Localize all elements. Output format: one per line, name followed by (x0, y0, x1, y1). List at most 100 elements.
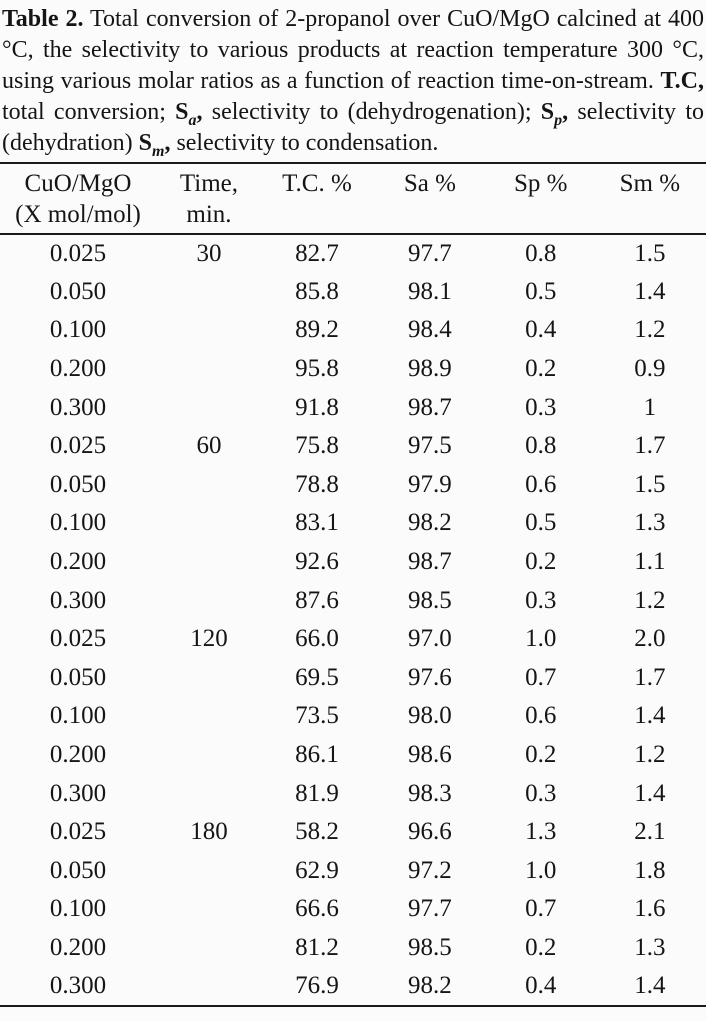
table-cell: 0.050 (49, 470, 107, 498)
table-row: 0.050 78.8 97.9 0.6 1.5 (0, 466, 706, 505)
table-row: 0.025 60 75.8 97.5 0.8 1.7 (0, 427, 706, 466)
table-cell (156, 890, 262, 929)
table-cell: 0.200 (49, 548, 107, 576)
table-cell: 0.3 (525, 586, 557, 614)
table-cell: 81.9 (295, 779, 339, 807)
abbr-sm-base: S (138, 130, 152, 156)
table-cell (156, 852, 262, 891)
table-cell: 0.2 (525, 548, 557, 576)
table-cell: 1.6 (634, 895, 666, 923)
table-cell: 0.200 (49, 933, 107, 961)
table-cell: 0.8 (525, 432, 557, 460)
table-cell: 73.5 (295, 702, 339, 730)
table-cell: 0.200 (49, 741, 107, 769)
table-cell: 98.4 (408, 316, 452, 344)
table-row: 0.100 73.5 98.0 0.6 1.4 (0, 697, 706, 736)
paper-table-figure: Table 2. Total conversion of 2-propanol … (0, 4, 706, 1007)
table-caption: Table 2. Total conversion of 2-propanol … (2, 4, 704, 159)
table-cell: 98.2 (408, 509, 452, 537)
table-cell: 95.8 (295, 355, 339, 383)
table-cell: 86.1 (295, 741, 339, 769)
table-body: 0.025 30 82.7 97.7 0.8 1.5 0.050 85.8 98.1 0.5 1.4… (0, 234, 706, 1006)
table-row: 0.200 95.8 98.9 0.2 0.9 (0, 350, 706, 389)
table-cell: 0.200 (49, 355, 107, 383)
table-cell: 0.300 (49, 586, 107, 614)
table-cell (156, 967, 262, 1006)
table-row: 0.200 81.2 98.5 0.2 1.3 (0, 929, 706, 968)
table-cell: 98.7 (408, 548, 452, 576)
table-cell (156, 736, 262, 775)
table-row: 0.050 62.9 97.2 1.0 1.8 (0, 852, 706, 891)
col-header-time: Time, min. (156, 163, 262, 234)
table-cell: 98.3 (408, 779, 452, 807)
table-cell (156, 466, 262, 505)
table-cell: 2.0 (634, 625, 666, 653)
table-cell: 1.3 (525, 818, 557, 846)
table-cell: 1.1 (634, 548, 666, 576)
caption-tc-desc: total conversion; (2, 99, 176, 125)
table-cell: 1.5 (634, 239, 666, 267)
table-cell: 96.6 (408, 818, 452, 846)
table-cell: 60 (196, 432, 222, 460)
table-cell: 1.2 (634, 316, 666, 344)
table-cell (156, 388, 262, 427)
table-cell: 0.7 (525, 663, 557, 691)
caption-abbr-sm: Sm, (138, 130, 171, 159)
table-cell: 0.2 (525, 355, 557, 383)
col-header-line: CuO/MgO (24, 170, 132, 197)
table-cell: 1.3 (634, 509, 666, 537)
table-cell (156, 581, 262, 620)
table-cell: 30 (196, 239, 222, 267)
table-cell (156, 350, 262, 389)
abbr-sp-subscript: p (554, 111, 563, 129)
table-cell: 0.2 (525, 933, 557, 961)
table-row: 0.300 76.9 98.2 0.4 1.4 (0, 967, 706, 1006)
table-row: 0.300 81.9 98.3 0.3 1.4 (0, 774, 706, 813)
table-cell: 1.4 (634, 702, 666, 730)
caption-sa-desc: selectivity to (dehydrogenation); (202, 99, 541, 125)
table-cell: 1 (643, 393, 657, 421)
table-cell: 66.0 (295, 625, 339, 653)
table-cell (156, 659, 262, 698)
table-cell: 0.100 (49, 702, 107, 730)
table-cell: 0.9 (634, 355, 666, 383)
table-cell: 78.8 (295, 470, 339, 498)
table-cell (156, 929, 262, 968)
abbr-sa-base: S (175, 99, 189, 125)
table-cell: 0.3 (525, 393, 557, 421)
table-cell: 0.050 (49, 856, 107, 884)
col-header-sa: Sa % (372, 163, 488, 234)
table-cell: 0.7 (525, 895, 557, 923)
table-cell: 97.2 (408, 856, 452, 884)
table-cell (156, 273, 262, 312)
table-cell: 0.3 (525, 779, 557, 807)
table-row: 0.200 86.1 98.6 0.2 1.2 (0, 736, 706, 775)
table-cell: 1.0 (525, 625, 557, 653)
table-cell: 1.8 (634, 856, 666, 884)
table-cell: 97.6 (408, 663, 452, 691)
col-header-line: (X mol/mol) (15, 201, 141, 228)
table-cell: 0.4 (525, 972, 557, 1000)
caption-abbr-sp: Sp, (541, 99, 568, 128)
table-cell: 0.5 (525, 277, 557, 305)
table-cell: 1.7 (634, 432, 666, 460)
table-cell: 81.2 (295, 933, 339, 961)
table-cell: 120 (190, 625, 228, 653)
table-cell (156, 311, 262, 350)
table-cell: 0.100 (49, 509, 107, 537)
col-header-line: Sm % (619, 170, 681, 197)
table-cell: 98.1 (408, 277, 452, 305)
table-cell: 1.7 (634, 663, 666, 691)
col-header-ratio: CuO/MgO (X mol/mol) (0, 163, 156, 234)
col-header-line: Sa % (403, 170, 456, 197)
col-header-line: Time, (179, 170, 239, 197)
table-cell: 1.5 (634, 470, 666, 498)
table-cell: 0.5 (525, 509, 557, 537)
col-header-line: min. (186, 201, 232, 228)
abbr-sm-comma: , (164, 130, 171, 156)
table-cell: 0.050 (49, 277, 107, 305)
table-row: 0.050 69.5 97.6 0.7 1.7 (0, 659, 706, 698)
table-cell: 98.9 (408, 355, 452, 383)
table-cell: 66.6 (295, 895, 339, 923)
table-cell: 92.6 (295, 548, 339, 576)
